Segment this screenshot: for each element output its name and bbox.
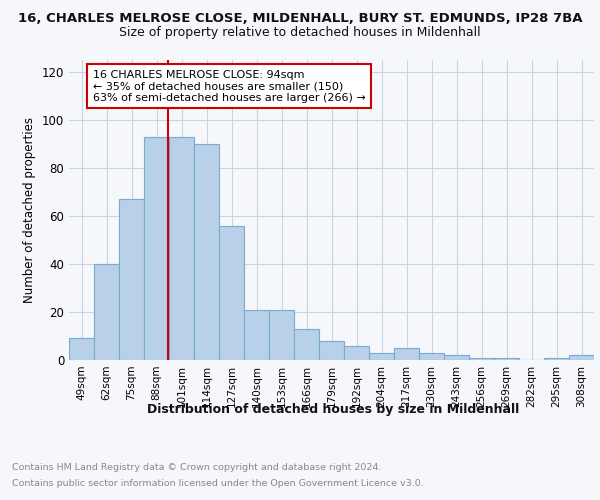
Bar bbox=[444, 355, 469, 360]
Text: Contains public sector information licensed under the Open Government Licence v3: Contains public sector information licen… bbox=[12, 479, 424, 488]
Bar bbox=[69, 338, 94, 360]
Bar bbox=[194, 144, 219, 360]
Bar bbox=[294, 329, 319, 360]
Bar bbox=[544, 358, 569, 360]
Bar bbox=[219, 226, 244, 360]
Bar bbox=[269, 310, 294, 360]
Bar bbox=[119, 199, 144, 360]
Text: Contains HM Land Registry data © Crown copyright and database right 2024.: Contains HM Land Registry data © Crown c… bbox=[12, 462, 382, 471]
Bar bbox=[569, 355, 594, 360]
Bar bbox=[144, 137, 169, 360]
Bar bbox=[94, 264, 119, 360]
Bar bbox=[469, 358, 494, 360]
Bar bbox=[394, 348, 419, 360]
Text: Size of property relative to detached houses in Mildenhall: Size of property relative to detached ho… bbox=[119, 26, 481, 39]
Y-axis label: Number of detached properties: Number of detached properties bbox=[23, 117, 36, 303]
Bar bbox=[344, 346, 369, 360]
Text: 16, CHARLES MELROSE CLOSE, MILDENHALL, BURY ST. EDMUNDS, IP28 7BA: 16, CHARLES MELROSE CLOSE, MILDENHALL, B… bbox=[18, 12, 582, 26]
Bar bbox=[369, 353, 394, 360]
Text: Distribution of detached houses by size in Mildenhall: Distribution of detached houses by size … bbox=[147, 402, 519, 415]
Bar bbox=[319, 341, 344, 360]
Text: 16 CHARLES MELROSE CLOSE: 94sqm
← 35% of detached houses are smaller (150)
63% o: 16 CHARLES MELROSE CLOSE: 94sqm ← 35% of… bbox=[93, 70, 366, 103]
Bar bbox=[419, 353, 444, 360]
Bar bbox=[244, 310, 269, 360]
Bar bbox=[169, 137, 194, 360]
Bar bbox=[494, 358, 519, 360]
